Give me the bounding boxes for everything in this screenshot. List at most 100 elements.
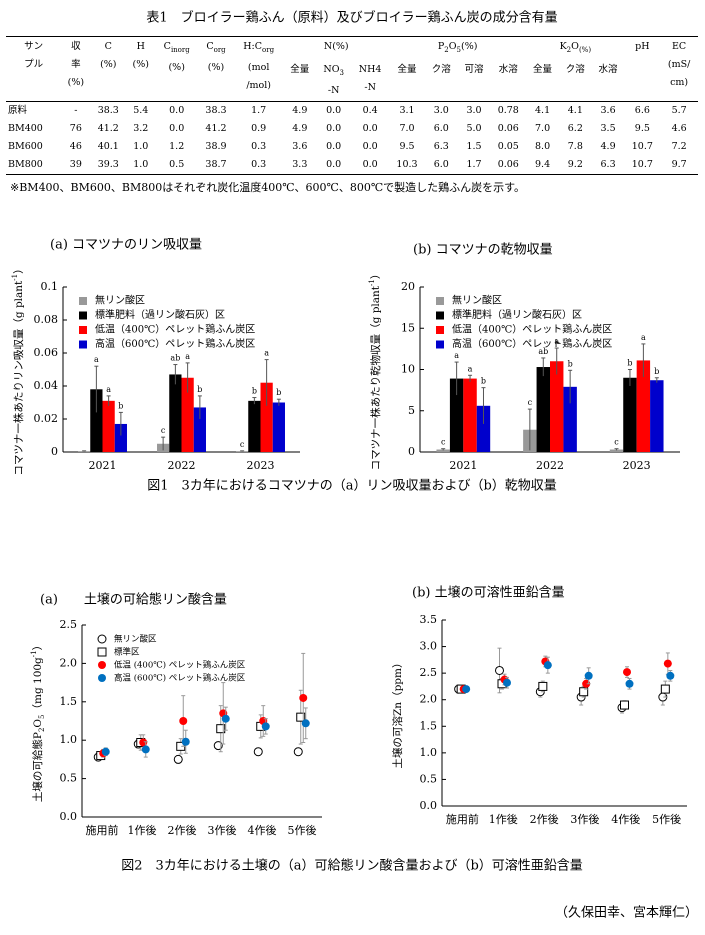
- x-tick-label: 1作後: [489, 812, 518, 826]
- y-tick-label: 3.0: [420, 640, 438, 653]
- table-cell: 9.4: [535, 158, 551, 170]
- y-tick-label: 1.0: [60, 733, 78, 746]
- author: （久保田幸、宮本輝仁）: [555, 905, 698, 921]
- table-cell: 0.0: [362, 140, 378, 152]
- y-axis-label-part: ）: [32, 640, 44, 651]
- y-tick-label: 0.1: [41, 280, 59, 293]
- data-table: サン プル収率 (%) C (%) H (%) Cinorg (%) Corg (%) H:Corg(…: [6, 36, 698, 175]
- header-text: 可溶: [464, 63, 484, 75]
- y-tick-label: 2.5: [420, 666, 438, 679]
- table-cell: 5.4: [133, 104, 149, 116]
- table-cell: 3.0: [433, 104, 449, 116]
- table-cell: 6.3: [433, 140, 449, 152]
- marker: [462, 685, 471, 694]
- y-tick-label: 0.02: [34, 412, 59, 425]
- legend-label: 高温（600℃）ペレット鶏ふん炭区: [452, 337, 612, 350]
- bar: [114, 423, 127, 452]
- table-cell: 1.5: [466, 140, 482, 152]
- marker: [620, 700, 629, 710]
- y-tick-label: 0.5: [420, 772, 438, 785]
- table-cell: 3.1: [399, 104, 415, 116]
- marker: [503, 678, 511, 687]
- column-header: EC (mS/cm): [660, 37, 698, 102]
- bar: [193, 407, 206, 452]
- header-text: cm): [670, 77, 689, 88]
- significance-label: b: [276, 388, 281, 397]
- x-tick-label: 2023: [247, 459, 275, 472]
- marker: [625, 679, 634, 688]
- column-header: 可溶: [458, 60, 491, 101]
- y-tick-label: 2.0: [60, 656, 78, 669]
- y-tick-label: 20: [401, 280, 415, 293]
- marker: [663, 659, 672, 668]
- significance-label: b: [197, 385, 202, 394]
- y-axis-label: 土壌の可給態P2O5（mg 100g-1）: [30, 640, 46, 802]
- header-text: NH4: [358, 63, 382, 75]
- header-text: (mol: [247, 61, 270, 73]
- marker: [666, 671, 675, 680]
- column-header: NH4 -N: [351, 60, 389, 101]
- marker: [141, 745, 150, 754]
- table-cell: 4.9: [292, 104, 308, 116]
- column-header: Corg (%): [198, 37, 234, 102]
- table-cell: 7.2: [671, 140, 687, 152]
- table-cell: 4.1: [535, 104, 551, 116]
- table-cell: 41.2: [205, 122, 227, 134]
- legend-swatch: [79, 340, 87, 349]
- legend-swatch: [436, 311, 444, 320]
- legend-label: 高温 (600℃) ペレット鶏ふん炭区: [114, 673, 246, 684]
- column-header: 水溶: [592, 60, 625, 101]
- table-cell: 0.0: [169, 104, 185, 116]
- x-tick-label: 2021: [449, 459, 477, 472]
- column-header: 全量: [526, 60, 559, 101]
- header-text: C: [206, 41, 214, 52]
- table-cell: 0.05: [497, 140, 519, 152]
- y-axis-label-part: -1: [368, 279, 376, 286]
- table-cell: BM400: [8, 122, 43, 134]
- marker: [181, 737, 190, 746]
- legend-label: 標準肥料（過リン酸石灰）区: [95, 308, 225, 321]
- table-cell: 39: [69, 158, 82, 170]
- table-cell: 7.0: [535, 122, 551, 134]
- y-tick-label: 2.0: [420, 693, 438, 706]
- header-text: H:C: [243, 41, 263, 52]
- y-tick-label: 0: [51, 445, 58, 458]
- y-axis-label-part: （mg 100g: [32, 657, 44, 715]
- y-tick-label: 0.08: [34, 313, 59, 326]
- x-tick-label: 施用前: [446, 812, 479, 826]
- column-header: ク溶: [425, 60, 458, 101]
- table-cell: 0.3: [251, 158, 267, 170]
- x-tick-label: 施用前: [86, 823, 119, 837]
- y-axis-label-part: コマツナ一株あたり乾物収量（g plant: [369, 285, 382, 470]
- bar: [463, 378, 477, 452]
- header-text: K: [559, 41, 567, 52]
- header-text: EC: [672, 41, 687, 52]
- legend-swatch: [436, 340, 444, 349]
- bar: [78, 451, 91, 452]
- header-text: 水溶: [598, 63, 618, 75]
- x-tick-label: 3作後: [570, 812, 599, 826]
- bar: [272, 402, 285, 452]
- x-tick-label: 2021: [89, 459, 117, 472]
- legend-marker: [97, 647, 107, 657]
- table-cell: 1.0: [133, 140, 149, 152]
- header-row: サン プル収率 (%) C (%) H (%) Cinorg (%) Corg (%) H:Corg(…: [6, 37, 698, 91]
- y-axis-label: 土壌の可溶Zn（ppm）: [391, 658, 404, 769]
- legend-label: 無リン酸区: [95, 294, 145, 307]
- chart-title: (a) 土壌の可給態リン酸含量: [40, 592, 227, 608]
- header-text: pH: [635, 41, 650, 52]
- table-cell: 0.06: [497, 158, 519, 170]
- table-cell: 40.1: [97, 140, 119, 152]
- y-tick-label: 1.0: [420, 746, 438, 759]
- bar: [436, 449, 450, 452]
- y-tick-label: 0.0: [420, 799, 438, 812]
- significance-label: a: [468, 364, 473, 373]
- header-row: 全量 NO3 -N NH4 -N 全量 ク溶 可溶 水溶 全量 ク溶 水溶: [6, 60, 698, 101]
- significance-label: a: [454, 351, 459, 360]
- marker: [173, 754, 183, 764]
- header-text: -N: [327, 84, 340, 96]
- bar: [536, 367, 550, 452]
- header-text: 全量: [290, 63, 310, 75]
- table-cell: 0.4: [362, 104, 378, 116]
